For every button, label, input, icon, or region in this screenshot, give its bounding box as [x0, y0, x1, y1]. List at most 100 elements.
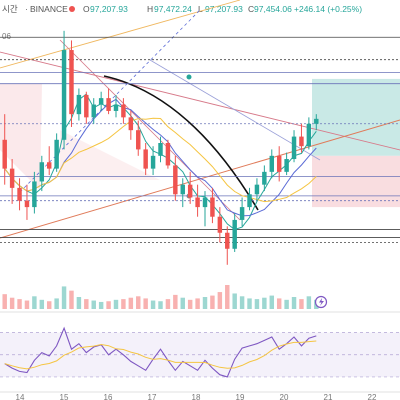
trendline-descending[interactable] [0, 51, 400, 151]
symbol-name: 시간 [2, 4, 18, 14]
time-axis: 14 15 16 17 18 19 20 21 22 [16, 393, 377, 400]
candle-body [202, 197, 208, 208]
volume-bar [217, 292, 223, 309]
volume-bar [106, 301, 111, 309]
trendline-ascending[interactable] [0, 119, 400, 239]
volume-bar [143, 298, 148, 309]
volume-bar [24, 300, 30, 309]
time-tick-label: 21 [324, 393, 333, 400]
ohlc-open: 97,207.93 [90, 4, 128, 14]
candle-body [76, 94, 82, 115]
candle-body [232, 219, 237, 249]
ohlc-close: 97,454.06 [254, 4, 292, 14]
candle-body [54, 139, 59, 169]
candle-body [39, 162, 45, 182]
trendline-fan[interactable] [149, 59, 321, 161]
volume-bar [46, 301, 52, 309]
mid-risk-zone[interactable] [60, 130, 160, 180]
time-tick-label: 22 [368, 393, 377, 400]
candle-body [187, 184, 193, 198]
volume-bar [225, 285, 230, 309]
volume-bar [32, 296, 37, 309]
candle-body [158, 143, 163, 156]
trendline-channel[interactable] [59, 39, 241, 221]
candle-body [121, 104, 126, 118]
candle-body [136, 130, 141, 150]
volume-bar [2, 294, 7, 309]
volume-bar [247, 298, 252, 309]
candle-body [173, 165, 178, 195]
rsi-ma-line [4, 340, 317, 370]
volume-bar [269, 295, 275, 309]
volume-bar [180, 297, 185, 309]
volume-bar [239, 296, 245, 309]
candle-body [143, 149, 148, 169]
time-tick-label: 17 [148, 393, 157, 400]
volume-bar [69, 290, 74, 309]
target-zone[interactable] [312, 78, 400, 156]
volume-bar [17, 299, 22, 309]
candle-body [276, 155, 282, 172]
candle-body [46, 162, 52, 169]
indicator-side-label: 06 [2, 32, 11, 41]
candle-body [91, 104, 96, 118]
ohlc-low: 97,207.93 [205, 4, 243, 14]
volume-bars [2, 285, 319, 309]
volume-bar [113, 299, 119, 309]
exchange-name: BINANCE [30, 4, 68, 14]
arc-curve[interactable] [103, 75, 259, 211]
volume-bar [150, 300, 156, 309]
volume-bar [54, 298, 59, 309]
position-zones[interactable] [0, 78, 400, 208]
candle-body [128, 117, 134, 131]
svg-text:O: O [83, 4, 90, 14]
candles [2, 30, 319, 265]
rsi-line [4, 326, 317, 378]
candle-body [210, 197, 215, 217]
candle-body [17, 187, 22, 201]
ohlc-high: 97,472.24 [154, 4, 192, 14]
time-tick-label: 15 [60, 393, 69, 400]
volume-bar [195, 298, 200, 309]
candle-body [225, 232, 230, 249]
volume-bar [187, 299, 193, 309]
volume-bar [158, 301, 163, 309]
candle-body [113, 104, 119, 111]
volume-bar [84, 299, 89, 309]
trendline-upper[interactable] [0, 0, 241, 69]
volume-bar [291, 297, 297, 309]
candle-body [291, 136, 297, 160]
candle-body [284, 159, 289, 172]
stop-zone[interactable] [312, 155, 400, 208]
volume-bar [128, 297, 134, 309]
candle-body [314, 118, 319, 124]
candle-body [61, 50, 67, 140]
volume-bar [284, 299, 289, 309]
candle-body [262, 171, 267, 185]
candle-body [84, 94, 89, 118]
ohlc-change: +246.14 (+0.25%) [294, 4, 362, 14]
candle-body [299, 136, 304, 147]
candle-body [269, 155, 275, 172]
candle-body [247, 194, 252, 208]
candle-body [9, 168, 15, 188]
trend-drawings[interactable] [0, 0, 400, 239]
time-tick-label: 16 [104, 393, 113, 400]
lightning-icon[interactable] [314, 295, 328, 309]
anchor-point[interactable] [185, 73, 193, 81]
volume-bar [276, 298, 282, 309]
candle-body [106, 98, 111, 111]
volume-bar [9, 297, 15, 309]
candle-body [217, 216, 223, 233]
volume-bar [136, 296, 141, 309]
volume-bar [165, 299, 171, 309]
left-risk-zone[interactable] [0, 84, 42, 190]
volume-bar [98, 301, 104, 309]
volume-bar [202, 297, 208, 309]
market-status-icon [69, 6, 75, 12]
volume-bar [232, 293, 237, 309]
volume-bar [76, 297, 82, 309]
candle-body [306, 123, 312, 147]
rsi-pane [0, 326, 400, 378]
